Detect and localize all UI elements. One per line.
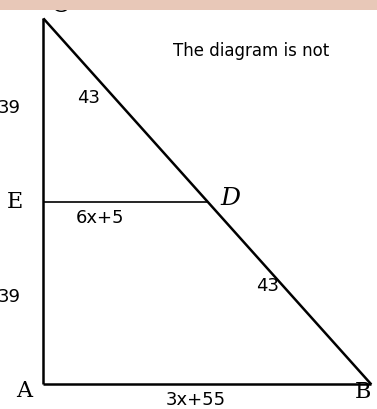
Text: The diagram is not: The diagram is not [173, 42, 329, 60]
Text: 43: 43 [256, 277, 279, 295]
Text: E: E [7, 191, 23, 213]
Text: A: A [17, 380, 32, 402]
Text: 39: 39 [0, 288, 21, 306]
Text: B: B [355, 381, 371, 403]
Text: D: D [221, 187, 241, 210]
Text: C: C [49, 0, 70, 18]
Text: 39: 39 [0, 99, 21, 117]
Text: 3x+55: 3x+55 [166, 391, 226, 409]
Text: 6x+5: 6x+5 [76, 209, 124, 227]
Text: 43: 43 [77, 89, 100, 107]
